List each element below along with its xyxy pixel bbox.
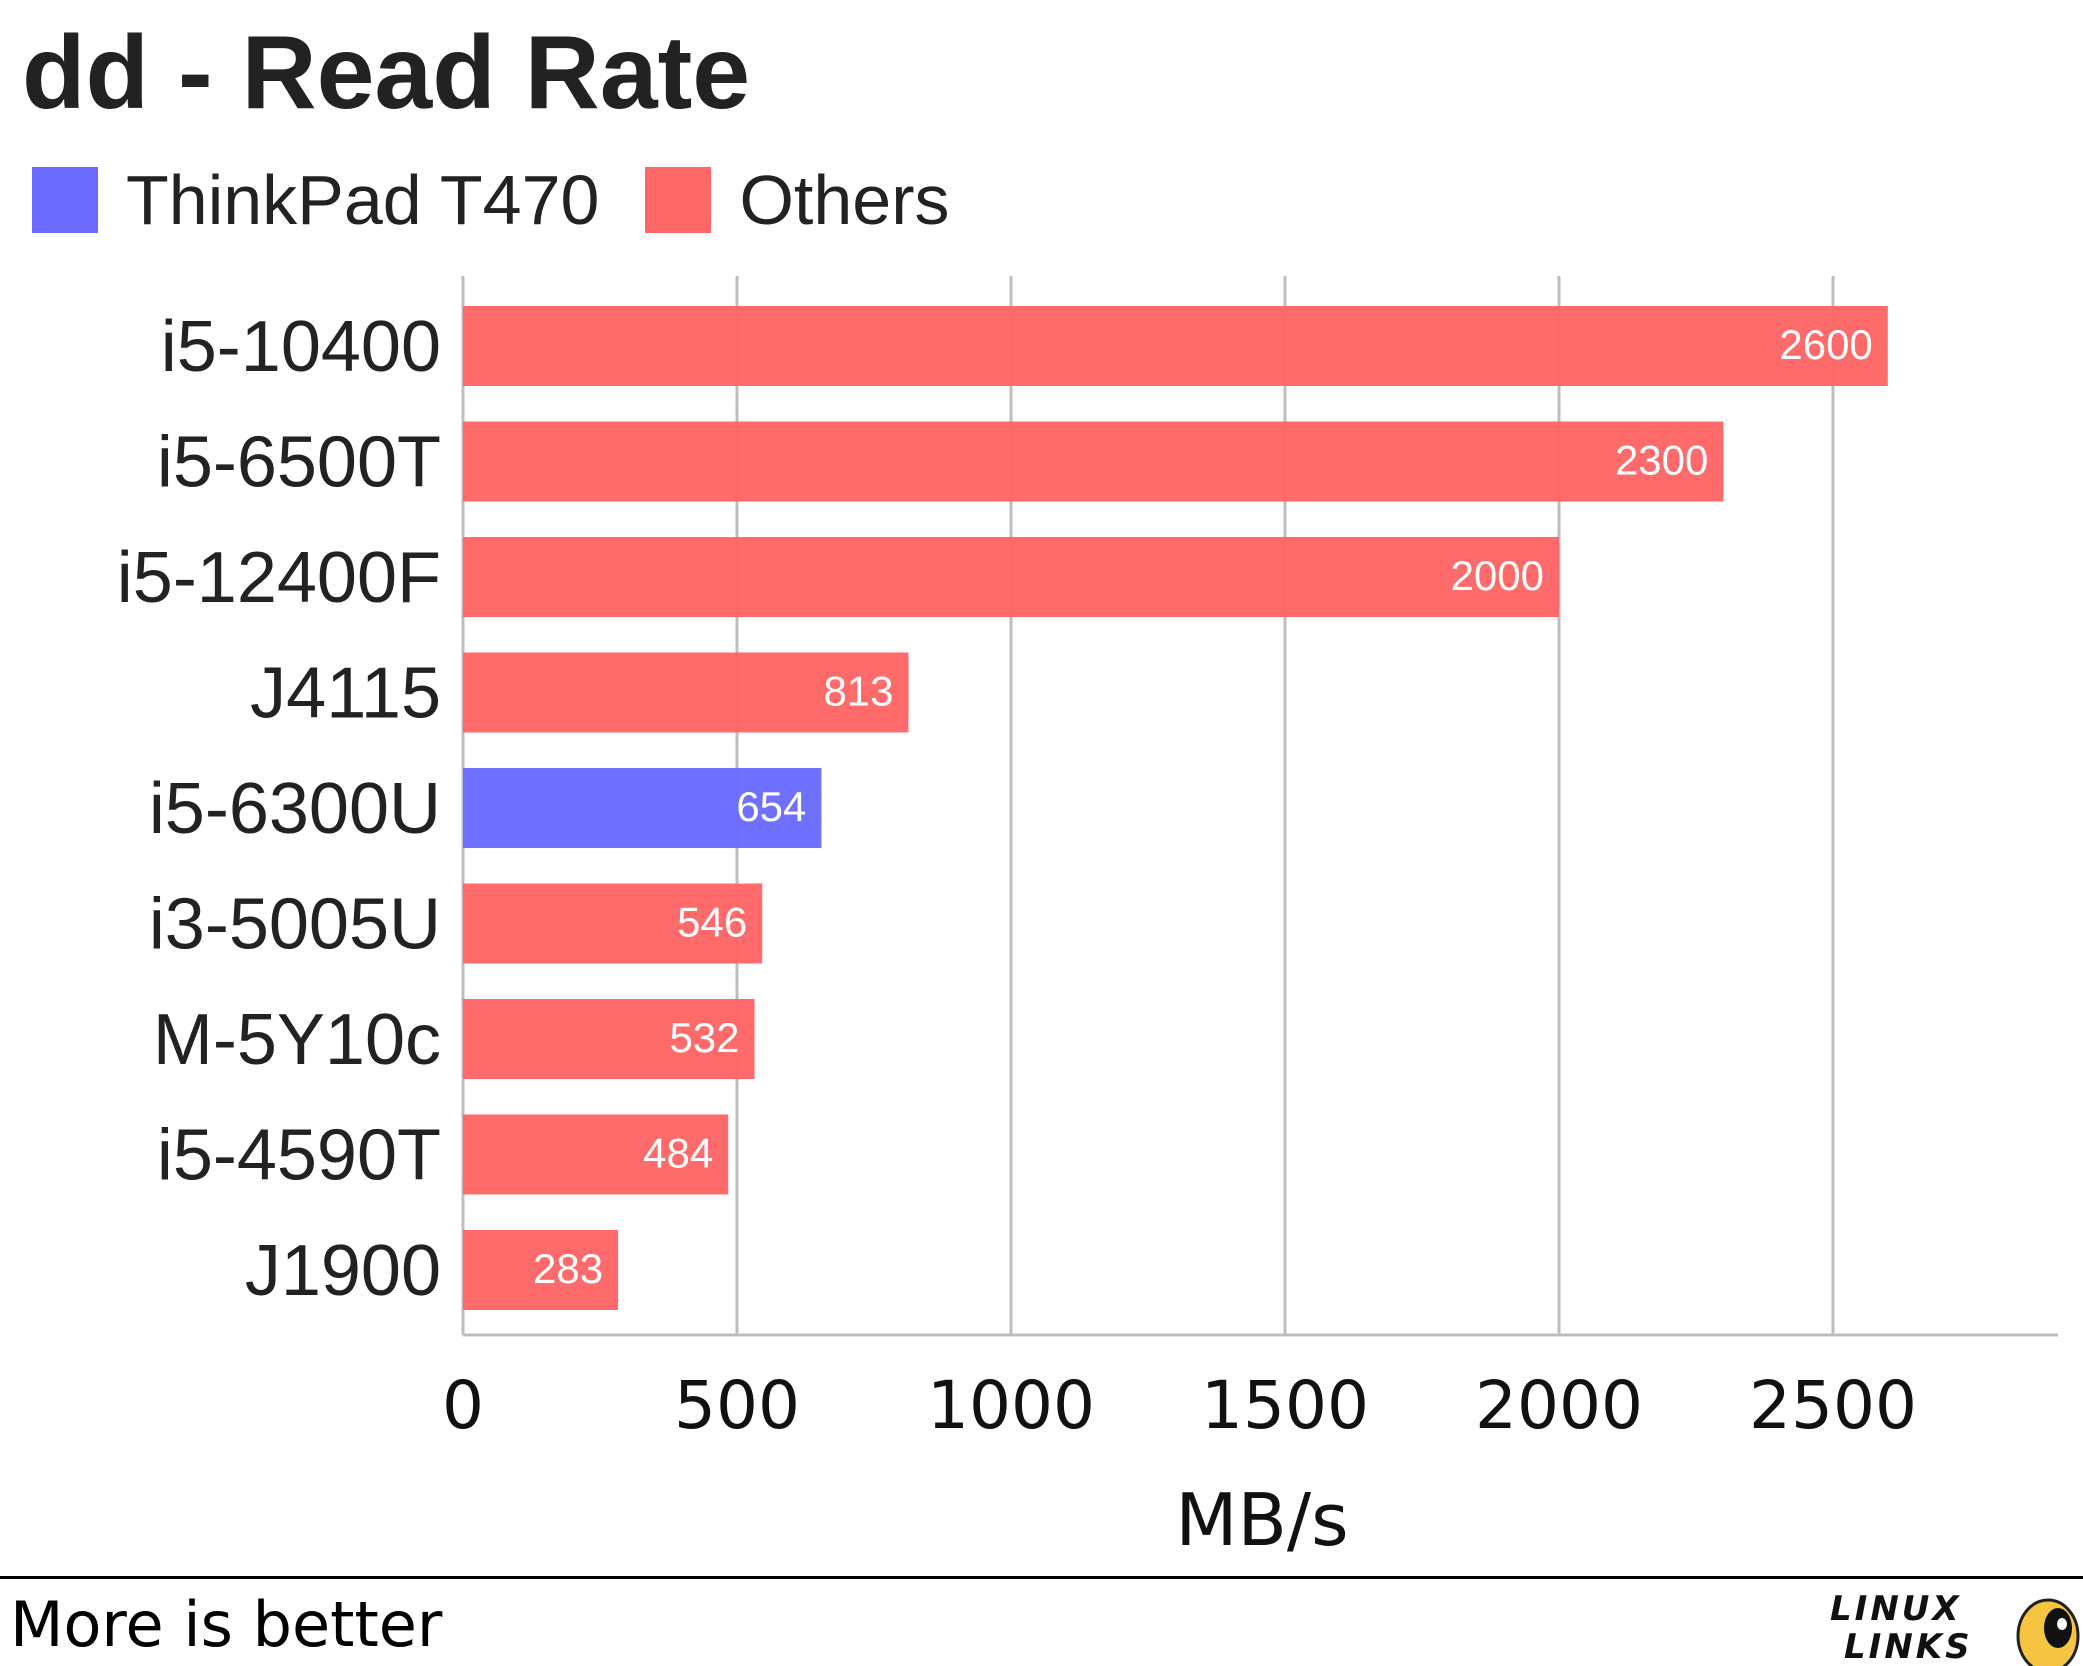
data-label-i5-6500T: 2300 bbox=[1615, 437, 1708, 484]
legend-label-thinkpad: ThinkPad T470 bbox=[126, 161, 600, 239]
bar-chart: 0 500 1000 1500 2000 2500 2600 i5-10400 2300 i5-6… bbox=[117, 276, 2058, 1562]
legend-swatch-thinkpad bbox=[32, 167, 98, 233]
bar-i5-4590T bbox=[463, 1114, 729, 1195]
x-tick-label-1500: 1500 bbox=[1201, 1367, 1369, 1444]
x-tick-label-1000: 1000 bbox=[927, 1367, 1095, 1444]
x-tick-label-2500: 2500 bbox=[1749, 1367, 1917, 1444]
x-axis-label: MB/s bbox=[1175, 1478, 1348, 1562]
bar-i5-6500T bbox=[463, 421, 1724, 502]
category-label-i5-12400F: i5-12400F bbox=[117, 538, 441, 618]
data-label-i5-10400: 2600 bbox=[1779, 321, 1872, 368]
data-label-i5-6300U: 654 bbox=[736, 783, 806, 830]
category-label-i5-10400: i5-10400 bbox=[161, 307, 441, 387]
data-label-J1900: 283 bbox=[533, 1245, 603, 1292]
footer-divider bbox=[0, 1576, 2083, 1579]
data-label-i5-12400F: 2000 bbox=[1451, 552, 1544, 599]
category-label-i5-4590T: i5-4590T bbox=[157, 1116, 441, 1196]
bar-i5-6300U bbox=[463, 768, 822, 848]
x-tick-label-2000: 2000 bbox=[1475, 1367, 1643, 1444]
category-label-J4115: J4115 bbox=[250, 654, 441, 734]
legend-swatch-others bbox=[645, 167, 712, 233]
bar-M-5Y10c bbox=[463, 999, 755, 1079]
category-label-i3-5005U: i3-5005U bbox=[149, 885, 441, 965]
chart-title: dd - Read Rate bbox=[22, 15, 751, 131]
category-label-M-5Y10c: M-5Y10c bbox=[153, 1000, 441, 1080]
x-tick-label-500: 500 bbox=[674, 1367, 800, 1444]
bar-i5-10400 bbox=[463, 306, 1888, 386]
logo-text-line-1: LINUX bbox=[1830, 1589, 1962, 1629]
bar-J1900 bbox=[463, 1230, 619, 1310]
data-label-i5-4590T: 484 bbox=[643, 1130, 713, 1177]
legend-item-others: Others bbox=[645, 160, 950, 240]
category-label-J1900: J1900 bbox=[245, 1231, 441, 1311]
footer-note: More is better bbox=[10, 1588, 443, 1661]
x-tick-label-0: 0 bbox=[442, 1367, 484, 1444]
data-label-J4115: 813 bbox=[823, 668, 893, 715]
logo-text-line-2: LINKS bbox=[1844, 1627, 1973, 1666]
legend-item-thinkpad: ThinkPad T470 bbox=[32, 160, 599, 240]
data-label-i3-5005U: 546 bbox=[677, 899, 747, 946]
data-label-M-5Y10c: 532 bbox=[669, 1014, 739, 1061]
category-label-i5-6300U: i5-6300U bbox=[149, 769, 441, 849]
legend: ThinkPad T470 Others bbox=[32, 160, 996, 240]
bar-i3-5005U bbox=[463, 883, 763, 964]
linux-links-logo: LINUX LINKS bbox=[1826, 1584, 2083, 1666]
legend-label-others: Others bbox=[739, 161, 950, 239]
bar-J4115 bbox=[463, 652, 909, 733]
category-label-i5-6500T: i5-6500T bbox=[157, 423, 441, 503]
bar-i5-12400F bbox=[463, 537, 1559, 617]
